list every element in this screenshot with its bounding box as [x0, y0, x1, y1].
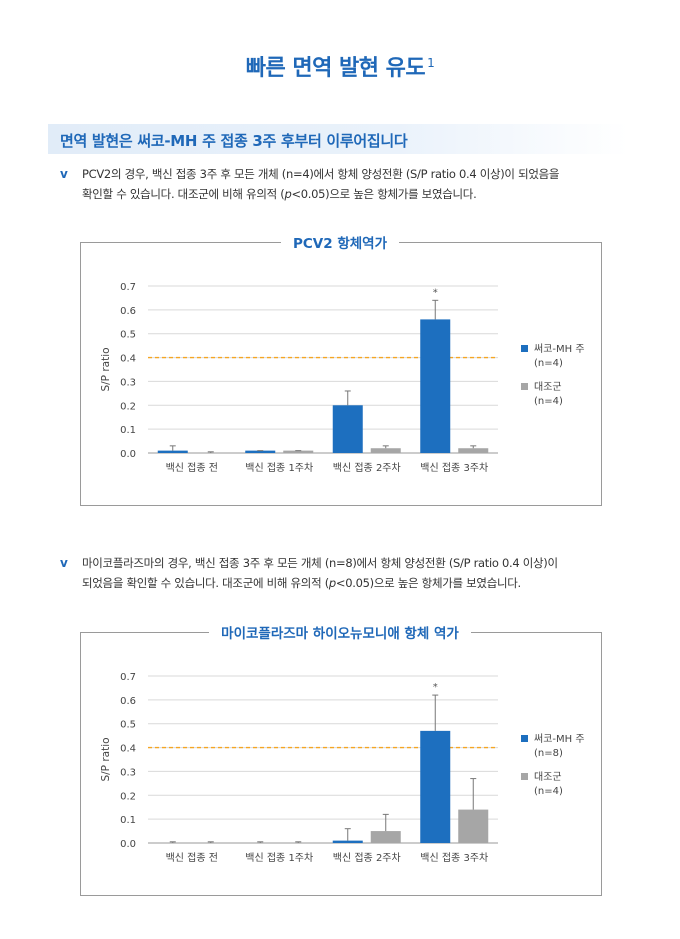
y-tick-label: 0.7: [120, 282, 136, 293]
chart-frame-pcv2: 0.0 0.1 0.2 0.3 0.4 0.5 0.6 0.7 S/P ratio 백신 접종 전…: [80, 242, 602, 506]
chart-pcv2: 0.0 0.1 0.2 0.3 0.4 0.5 0.6 0.7 S/P ratio 백신 접종 전…: [100, 282, 585, 474]
x-tick-label: 백신 접종 3주차: [420, 852, 488, 864]
legend-n-label: (n=4): [534, 396, 563, 407]
section-header-bar: [48, 124, 628, 154]
y-tick-label: 0.5: [120, 330, 136, 341]
y-tick-label: 0.6: [120, 306, 136, 317]
y-axis-label: S/P ratio: [100, 737, 112, 781]
y-tick-label: 0.0: [120, 839, 136, 850]
y-axis-label: S/P ratio: [100, 347, 112, 391]
bar: [420, 319, 451, 453]
check-icon: v: [60, 167, 68, 181]
y-tick-label: 0.4: [120, 354, 136, 365]
check-icon: v: [60, 556, 68, 570]
y-tick-label: 0.0: [120, 449, 136, 460]
bar: [283, 450, 314, 453]
page-title: 빠른 면역 발현 유도 1: [0, 50, 680, 82]
bar: [245, 450, 276, 453]
bar: [458, 809, 489, 843]
legend-label: 써코-MH 주: [534, 343, 585, 355]
y-tick-label: 0.6: [120, 696, 136, 707]
x-tick-label: 백신 접종 1주차: [245, 462, 313, 474]
text-span: 확인할 수 있습니다. 대조군에 비해 유의적 (: [82, 187, 285, 201]
legend-n-label: (n=8): [534, 748, 563, 759]
legend-label: 대조군: [534, 381, 562, 393]
chart-frame-mycoplasma: 0.0 0.1 0.2 0.3 0.4 0.5 0.6 0.7 S/P ratio 백신 접종 전…: [80, 632, 602, 896]
legend-n-label: (n=4): [534, 786, 563, 797]
x-tick-label: 백신 접종 2주차: [333, 462, 401, 474]
y-tick-label: 0.1: [120, 425, 136, 436]
y-tick-label: 0.5: [120, 720, 136, 731]
bar: [420, 730, 451, 843]
legend-swatch: [521, 345, 528, 352]
bar: [332, 405, 363, 453]
bar: [458, 448, 489, 453]
text-span: <0.05)으로 높은 항체가를 보였습니다.: [335, 576, 521, 590]
y-tick-label: 0.1: [120, 815, 136, 826]
paragraph-mycoplasma: 마이코플라즈마의 경우, 백신 접종 3주 후 모든 개체 (n=8)에서 항체…: [82, 553, 622, 593]
paragraph-pcv2: PCV2의 경우, 백신 접종 3주 후 모든 개체 (n=4)에서 항체 양성…: [82, 164, 622, 204]
page-title-text: 빠른 면역 발현 유도: [245, 56, 426, 81]
paragraph-line: 확인할 수 있습니다. 대조군에 비해 유의적 (p<0.05)으로 높은 항체…: [82, 184, 622, 204]
legend-label: 써코-MH 주: [534, 733, 585, 745]
significance-mark: *: [433, 682, 438, 693]
y-tick-label: 0.7: [120, 672, 136, 683]
x-tick-label: 백신 접종 1주차: [245, 852, 313, 864]
p-value-symbol: p: [284, 187, 292, 201]
y-tick-label: 0.3: [120, 767, 136, 778]
section-title: 면역 발현은 써코-MH 주 접종 3주 후부터 이루어집니다: [60, 132, 408, 150]
text-span: <0.05)으로 높은 항체가를 보였습니다.: [291, 187, 477, 201]
text-span: 되었음을 확인할 수 있습니다. 대조군에 비해 유의적 (: [82, 576, 329, 590]
y-tick-label: 0.2: [120, 401, 136, 412]
chart-mycoplasma: 0.0 0.1 0.2 0.3 0.4 0.5 0.6 0.7 S/P ratio 백신 접종 전…: [100, 672, 585, 864]
y-tick-label: 0.4: [120, 744, 136, 755]
legend-swatch: [521, 383, 528, 390]
bar: [370, 831, 401, 843]
y-tick-label: 0.3: [120, 377, 136, 388]
x-tick-label: 백신 접종 3주차: [420, 462, 488, 474]
paragraph-line: 마이코플라즈마의 경우, 백신 접종 3주 후 모든 개체 (n=8)에서 항체…: [82, 556, 558, 570]
p-value-symbol: p: [328, 576, 336, 590]
x-tick-label: 백신 접종 전: [166, 462, 218, 474]
bar: [157, 450, 188, 453]
x-tick-label: 백신 접종 2주차: [333, 852, 401, 864]
bar: [370, 448, 401, 453]
paragraph-line: PCV2의 경우, 백신 접종 3주 후 모든 개체 (n=4)에서 항체 양성…: [82, 167, 560, 181]
legend-n-label: (n=4): [534, 358, 563, 369]
legend-swatch: [521, 773, 528, 780]
footnote-marker: 1: [427, 55, 435, 70]
paragraph-line: 되었음을 확인할 수 있습니다. 대조군에 비해 유의적 (p<0.05)으로 …: [82, 573, 622, 593]
x-tick-label: 백신 접종 전: [166, 852, 218, 864]
legend-swatch: [521, 735, 528, 742]
significance-mark: *: [433, 287, 438, 298]
bar: [332, 840, 363, 843]
legend-label: 대조군: [534, 771, 562, 783]
y-tick-label: 0.2: [120, 791, 136, 802]
